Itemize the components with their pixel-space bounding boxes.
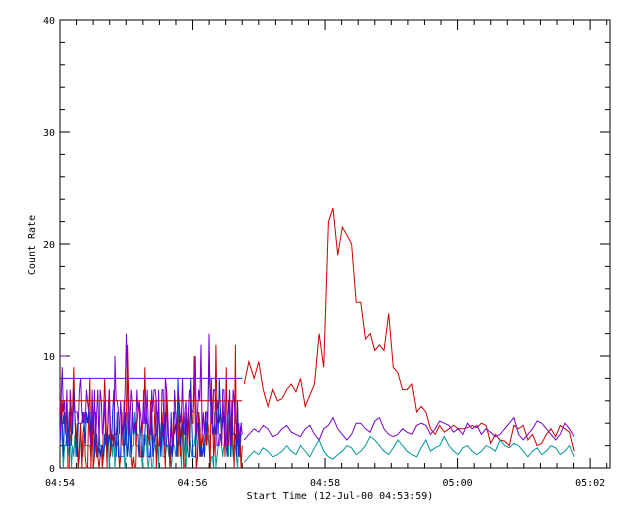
noise-line [59,333,243,447]
x-tick-label: 04:56 [177,478,207,489]
y-tick-label: 30 [43,128,55,139]
y-tick-label: 10 [43,352,55,363]
axis-ticks: 0 10 20 30 40 04:54 04:56 04:58 05:00 05:02 [43,16,610,489]
x-tick-label: 04:58 [310,478,340,489]
series-line-1 [243,416,575,441]
noisy-segment [59,333,243,469]
x-tick-label: 05:00 [443,478,473,489]
y-tick-label: 20 [43,240,55,251]
series-line-0 [243,208,575,452]
series-lines [243,208,575,463]
x-tick-label: 05:02 [575,478,605,489]
series-line-2 [243,435,575,463]
y-tick-label: 0 [49,464,55,475]
y-tick-label: 40 [43,16,55,27]
x-tick-label: 04:54 [45,478,75,489]
y-axis-label: Count Rate [27,215,38,275]
x-axis-label: Start Time (12-Jul-00 04:53:59) [247,491,434,502]
